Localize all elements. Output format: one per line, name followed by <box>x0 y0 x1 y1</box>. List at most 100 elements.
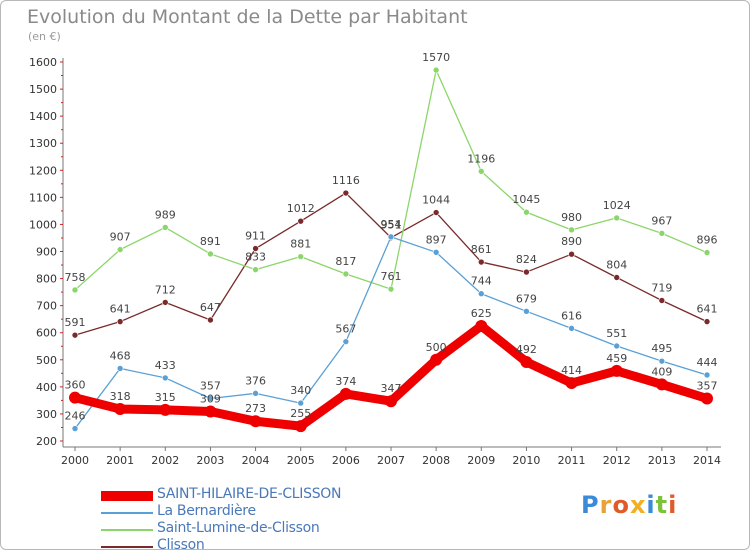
data-label: 340 <box>290 384 311 397</box>
data-label: 896 <box>697 234 718 247</box>
data-label: 409 <box>651 365 672 378</box>
data-point <box>342 189 350 197</box>
data-point <box>252 266 259 273</box>
x-tick-label: 2007 <box>377 454 405 467</box>
data-label: 719 <box>651 281 672 294</box>
data-label: 1045 <box>512 193 540 206</box>
data-point <box>655 378 668 391</box>
legend-label: Saint-Lumine-de-Clisson <box>157 520 320 536</box>
data-point <box>339 387 352 400</box>
y-tick-label: 1400 <box>29 110 57 123</box>
data-label: 804 <box>606 258 627 271</box>
data-point <box>610 364 623 377</box>
data-label: 1116 <box>332 174 360 187</box>
data-label: 315 <box>155 391 176 404</box>
data-point <box>703 371 711 379</box>
data-label: 414 <box>561 364 582 377</box>
logo-letter: o <box>612 491 630 519</box>
proxiti-logo: Proxiti <box>581 491 677 519</box>
y-tick-label: 1600 <box>29 56 57 69</box>
data-label: 833 <box>245 251 266 264</box>
x-tick-label: 2001 <box>106 454 134 467</box>
data-point <box>432 66 440 74</box>
data-point <box>430 353 443 366</box>
data-point <box>568 250 575 258</box>
data-point <box>207 316 214 324</box>
series-layer <box>69 66 713 433</box>
data-point <box>523 268 530 276</box>
logo-letter: i <box>668 491 678 519</box>
data-point <box>342 338 350 345</box>
x-tick-label: 2008 <box>422 454 450 467</box>
logo-letter: t <box>655 491 669 519</box>
x-tick-label: 2013 <box>648 454 676 467</box>
legend-swatch <box>101 546 153 548</box>
x-tick-label: 2010 <box>512 454 540 467</box>
x-tick-label: 2011 <box>558 454 586 467</box>
data-label: 246 <box>65 410 86 423</box>
y-tick-label: 700 <box>36 300 57 313</box>
data-point <box>294 420 307 433</box>
data-label: 891 <box>200 235 221 248</box>
data-point <box>249 415 262 428</box>
data-label: 616 <box>561 309 582 322</box>
data-point <box>565 377 578 390</box>
data-label: 376 <box>245 374 266 387</box>
x-tick-label: 2006 <box>332 454 360 467</box>
data-label: 861 <box>471 243 492 256</box>
data-label: 758 <box>65 271 86 284</box>
data-point <box>116 318 124 325</box>
legend-label: Clisson <box>157 537 205 550</box>
data-label: 433 <box>155 359 176 372</box>
data-point <box>161 299 169 306</box>
data-label: 679 <box>516 292 537 305</box>
data-point <box>116 365 124 372</box>
data-label: 647 <box>200 301 221 314</box>
data-point <box>613 274 621 281</box>
data-label: 492 <box>516 343 537 356</box>
data-label: 1012 <box>287 202 315 215</box>
x-tick-label: 2012 <box>603 454 631 467</box>
x-tick-label: 2014 <box>693 454 721 467</box>
data-label: 468 <box>110 349 131 362</box>
logo-letter: i <box>646 491 656 519</box>
data-point <box>116 246 124 253</box>
data-label: 495 <box>651 342 672 355</box>
data-label: 357 <box>697 379 718 392</box>
data-point <box>252 390 259 397</box>
data-label: 500 <box>426 341 447 354</box>
data-point <box>658 357 666 365</box>
data-label: 347 <box>381 382 402 395</box>
data-point <box>475 319 488 332</box>
x-tick-label: 2003 <box>196 454 224 467</box>
data-label: 641 <box>697 303 718 316</box>
data-label: 954 <box>381 218 402 231</box>
data-point <box>71 331 79 339</box>
data-label: 374 <box>335 375 356 388</box>
data-label: 761 <box>381 270 402 283</box>
series-line <box>74 69 708 291</box>
data-point <box>568 226 575 234</box>
data-point <box>477 290 485 298</box>
y-tick-label: 600 <box>36 327 57 340</box>
chart-subtitle: (en €) <box>28 30 61 43</box>
data-label: 989 <box>155 208 176 221</box>
data-point <box>297 253 305 260</box>
data-label: 1570 <box>422 51 450 64</box>
data-point <box>69 391 81 404</box>
y-tick-label: 1200 <box>29 164 57 177</box>
y-tick-label: 1100 <box>29 191 57 204</box>
data-point <box>432 209 440 216</box>
axes: 200 300 400 500 600 700 800 900 1000 1100 1200 1300… <box>29 56 721 467</box>
data-point <box>477 168 485 175</box>
data-point <box>658 297 666 304</box>
data-label: 1196 <box>467 152 495 165</box>
data-label: 967 <box>651 214 672 227</box>
legend-label: SAINT-HILAIRE-DE-CLISSON <box>157 486 342 502</box>
y-tick-label: 1500 <box>29 83 57 96</box>
data-point <box>523 208 530 216</box>
data-point <box>207 395 214 402</box>
data-label: 255 <box>290 407 311 420</box>
